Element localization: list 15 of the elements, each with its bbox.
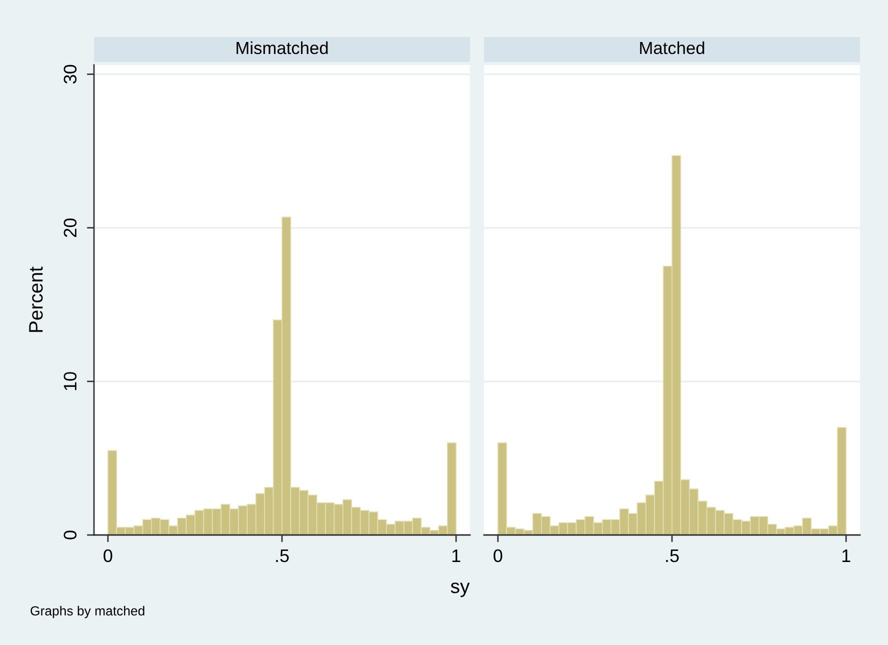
text: Graphs by matched [30,606,144,618]
x-tick-label: 0 [104,549,112,562]
y-tick-label: 10 [64,372,77,390]
x-tick-label: .5 [666,550,679,562]
y-tick-label: 30 [64,64,77,84]
chart-title: Mismatched [236,41,328,54]
y-tick-label: 0 [64,530,77,540]
chart-title: Matched [640,41,704,54]
x-tick-label: .5 [276,550,289,562]
x-tick-label: 1 [452,550,460,562]
y-axis-title: Percent [29,266,43,332]
x-tick-label: 1 [842,550,850,562]
x-axis-title: sy [450,582,470,598]
x-tick-label: 0 [494,549,502,562]
y-tick-label: 20 [64,218,77,237]
